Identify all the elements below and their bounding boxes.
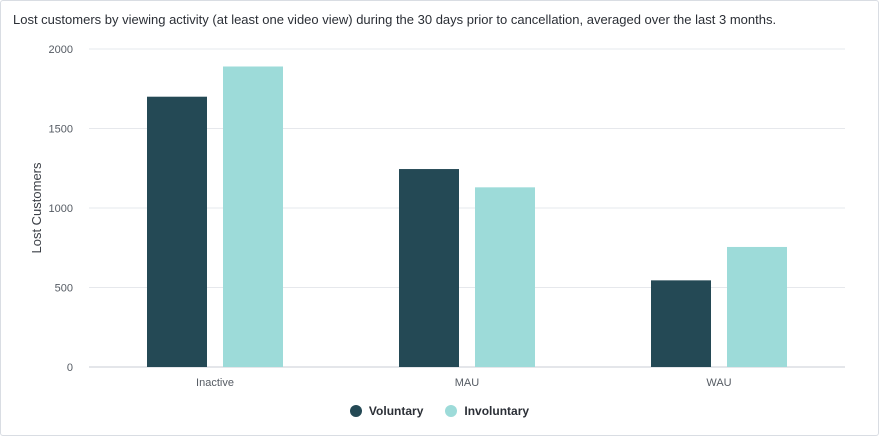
legend-label-involuntary: Involuntary: [464, 404, 530, 418]
bar-involuntary-mau[interactable]: [475, 187, 535, 367]
bar-voluntary-inactive[interactable]: [147, 96, 207, 367]
y-axis-ticks: 0 500 1000 1500 2000: [49, 44, 73, 374]
y-tick-label: 1500: [49, 124, 73, 136]
x-axis-ticks: Inactive MAU WAU: [196, 377, 732, 389]
y-axis-label: Lost Customers: [29, 162, 44, 254]
legend: Voluntary Involuntary: [0, 404, 879, 418]
y-tick-label: 1000: [49, 203, 73, 215]
x-tick-label-wau: WAU: [706, 377, 731, 389]
bar-involuntary-inactive[interactable]: [223, 66, 283, 368]
bar-voluntary-wau[interactable]: [651, 280, 711, 367]
y-tick-label: 0: [67, 362, 73, 374]
legend-swatch-voluntary: [349, 405, 362, 417]
x-tick-label-inactive: Inactive: [196, 377, 234, 389]
bars: [147, 66, 787, 368]
y-tick-label: 500: [55, 283, 73, 295]
gridlines: [89, 48, 845, 368]
bar-voluntary-mau[interactable]: [399, 169, 459, 367]
legend-swatch-involuntary: [445, 405, 458, 417]
y-tick-label: 2000: [49, 44, 73, 56]
legend-item-involuntary[interactable]: Involuntary: [445, 404, 529, 418]
bar-involuntary-wau[interactable]: [727, 246, 787, 367]
x-tick-label-mau: MAU: [455, 377, 480, 389]
legend-label-voluntary: Voluntary: [368, 404, 424, 418]
chart-title: Lost customers by viewing activity (at l…: [13, 12, 777, 27]
legend-item-voluntary[interactable]: Voluntary: [349, 404, 424, 418]
